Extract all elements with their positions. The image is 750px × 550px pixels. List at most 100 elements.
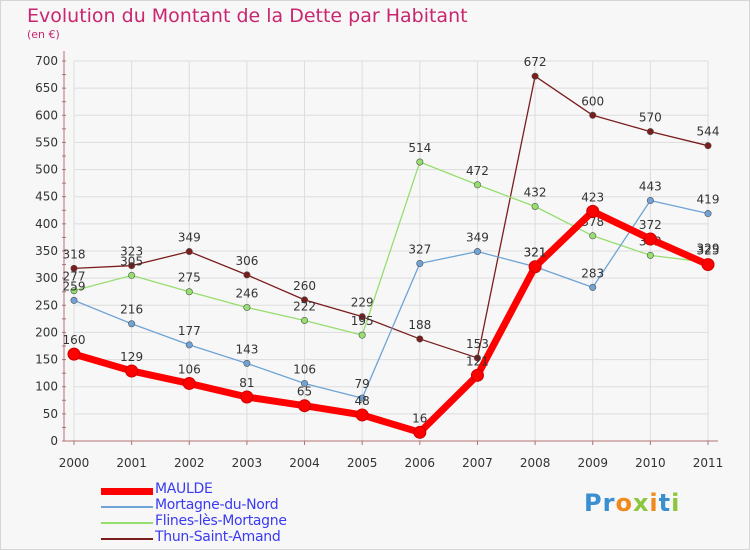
data-point bbox=[528, 260, 542, 274]
y-tick-label: 550 bbox=[35, 135, 58, 149]
legend-label: Flines-lès-Mortagne bbox=[155, 513, 287, 529]
data-label: 419 bbox=[697, 193, 720, 207]
data-label: 81 bbox=[239, 376, 254, 390]
data-point bbox=[67, 347, 81, 361]
data-point bbox=[646, 251, 654, 259]
data-label: 16 bbox=[412, 411, 427, 425]
y-tick-label: 350 bbox=[35, 244, 58, 258]
data-label: 318 bbox=[63, 247, 86, 261]
data-point bbox=[646, 128, 654, 136]
legend-label: MAULDE bbox=[155, 481, 213, 497]
y-tick-label: 400 bbox=[35, 217, 58, 231]
y-tick-label: 450 bbox=[35, 190, 58, 204]
data-point bbox=[301, 316, 309, 324]
data-label: 325 bbox=[697, 244, 720, 258]
data-point bbox=[416, 259, 424, 267]
x-tick-label: 2002 bbox=[174, 456, 205, 470]
legend-label: Thun-Saint-Amand bbox=[155, 529, 281, 545]
data-point bbox=[704, 142, 712, 150]
data-label: 65 bbox=[297, 385, 312, 399]
data-point bbox=[185, 248, 193, 256]
data-point bbox=[470, 368, 484, 382]
data-label: 329 bbox=[697, 241, 720, 255]
data-point bbox=[413, 425, 427, 439]
y-tick-label: 500 bbox=[35, 163, 58, 177]
data-label: 188 bbox=[408, 318, 431, 332]
data-label: 327 bbox=[408, 242, 431, 256]
data-point bbox=[240, 390, 254, 404]
y-tick-label: 200 bbox=[35, 325, 58, 339]
series-line-3 bbox=[73, 75, 709, 359]
data-point bbox=[301, 296, 309, 304]
x-tick-label: 2007 bbox=[462, 456, 493, 470]
data-label: 177 bbox=[178, 324, 201, 338]
data-point bbox=[473, 181, 481, 189]
data-point bbox=[185, 341, 193, 349]
data-label: 349 bbox=[178, 231, 201, 245]
data-label: 514 bbox=[408, 141, 431, 155]
data-point bbox=[589, 111, 597, 119]
data-point bbox=[243, 303, 251, 311]
data-point bbox=[128, 271, 136, 279]
data-point bbox=[70, 264, 78, 272]
legend-swatch bbox=[101, 522, 153, 524]
series-line-0 bbox=[70, 207, 712, 436]
data-label: 260 bbox=[293, 279, 316, 293]
y-tick-label: 700 bbox=[35, 54, 58, 68]
data-label: 349 bbox=[466, 231, 489, 245]
data-label: 423 bbox=[581, 190, 604, 204]
data-label: 275 bbox=[178, 271, 201, 285]
x-tick-label: 2006 bbox=[405, 456, 436, 470]
x-tick-label: 2010 bbox=[635, 456, 666, 470]
data-label: 195 bbox=[351, 314, 374, 328]
data-point bbox=[701, 258, 715, 272]
data-point bbox=[70, 287, 78, 295]
data-point bbox=[416, 158, 424, 166]
legend-swatch bbox=[101, 538, 153, 540]
data-label: 48 bbox=[355, 394, 370, 408]
data-label: 321 bbox=[524, 246, 547, 260]
data-point bbox=[704, 210, 712, 218]
y-tick-label: 150 bbox=[35, 353, 58, 367]
y-tick-label: 0 bbox=[50, 434, 58, 448]
data-point bbox=[589, 283, 597, 291]
series-line-1 bbox=[73, 199, 709, 399]
data-label: 216 bbox=[120, 303, 143, 317]
legend-label: Mortagne-du-Nord bbox=[155, 497, 279, 513]
data-point bbox=[128, 262, 136, 270]
chart-title: Evolution du Montant de la Dette par Hab… bbox=[27, 5, 468, 27]
y-tick-label: 600 bbox=[35, 108, 58, 122]
data-point bbox=[298, 399, 312, 413]
data-point bbox=[358, 331, 366, 339]
x-tick-label: 2003 bbox=[232, 456, 263, 470]
x-tick-label: 2004 bbox=[289, 456, 320, 470]
series-line-2 bbox=[73, 161, 709, 336]
data-label: 323 bbox=[120, 245, 143, 259]
data-label: 229 bbox=[351, 296, 374, 310]
legend-swatch bbox=[101, 506, 153, 508]
chart-subtitle: (en €) bbox=[27, 28, 60, 41]
data-point bbox=[473, 248, 481, 256]
data-label: 544 bbox=[697, 125, 720, 139]
y-tick-label: 650 bbox=[35, 81, 58, 95]
data-point bbox=[182, 376, 196, 390]
y-tick-label: 300 bbox=[35, 271, 58, 285]
data-label: 372 bbox=[639, 218, 662, 232]
data-label: 277 bbox=[63, 270, 86, 284]
data-label: 160 bbox=[63, 333, 86, 347]
legend-swatch bbox=[101, 487, 153, 495]
proxiti-logo: Proxiti bbox=[584, 489, 681, 517]
data-label: 570 bbox=[639, 111, 662, 125]
data-point bbox=[128, 320, 136, 328]
data-label: 246 bbox=[235, 286, 258, 300]
data-label: 143 bbox=[235, 342, 258, 356]
data-label: 129 bbox=[120, 350, 143, 364]
data-point bbox=[589, 232, 597, 240]
data-label: 106 bbox=[178, 362, 201, 376]
data-point bbox=[358, 394, 366, 402]
data-label: 222 bbox=[293, 299, 316, 313]
x-tick-label: 2000 bbox=[59, 456, 90, 470]
data-label: 321 bbox=[524, 246, 547, 260]
data-point bbox=[355, 408, 369, 422]
